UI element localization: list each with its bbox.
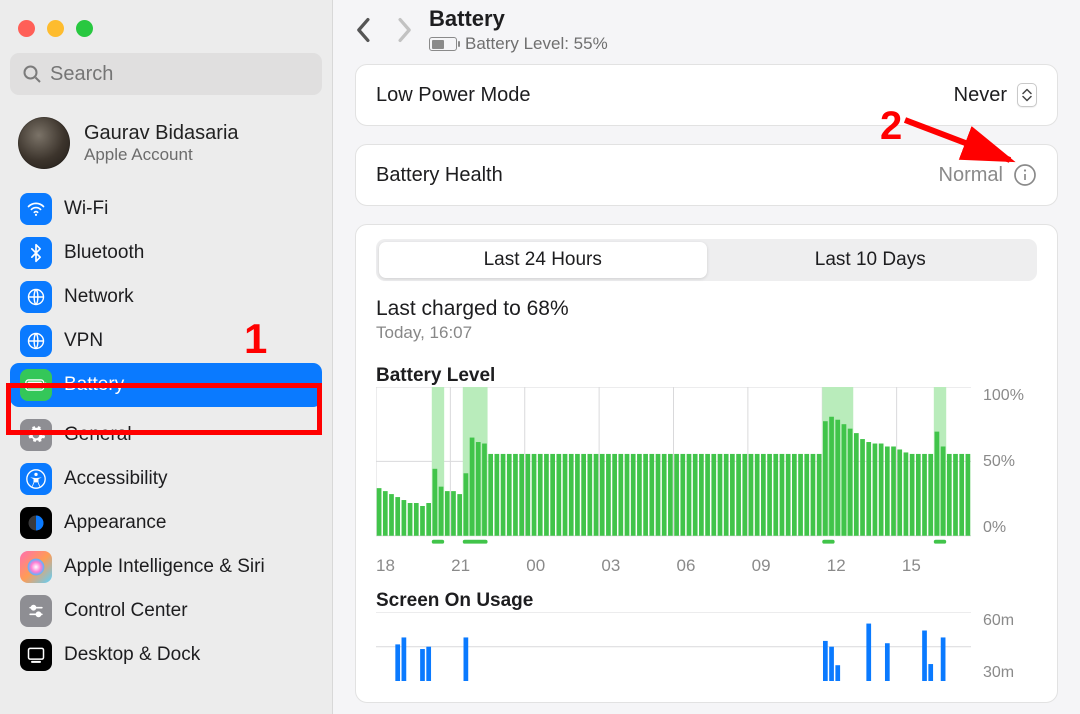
siri-icon [20, 551, 52, 583]
wifi-icon [20, 193, 52, 225]
screen-usage-y-axis: 60m30m [977, 612, 1037, 682]
sidebar-item-desktop-dock[interactable]: Desktop & Dock [10, 633, 322, 677]
sidebar-item-label: Accessibility [64, 468, 167, 490]
sidebar-item-label: General [64, 424, 132, 446]
time-range-segmented: Last 24 Hours Last 10 Days [376, 239, 1037, 281]
accessibility-icon [20, 463, 52, 495]
back-button[interactable] [355, 17, 373, 48]
close-window-button[interactable] [18, 20, 35, 37]
low-power-mode-value: Never [954, 84, 1007, 107]
battery-health-value: Normal [939, 164, 1003, 187]
profile-sub: Apple Account [84, 145, 239, 165]
gear-icon [20, 419, 52, 451]
page-title: Battery [429, 6, 608, 32]
search-box[interactable] [10, 53, 322, 95]
screen-usage-chart-title: Screen On Usage [376, 590, 1037, 612]
page-subtitle: Battery Level: 55% [429, 34, 608, 54]
forward-button[interactable] [395, 17, 413, 48]
minimize-window-button[interactable] [47, 20, 64, 37]
battery-icon [20, 369, 52, 401]
sidebar-item-network[interactable]: Network [10, 275, 322, 319]
sidebar-item-wi-fi[interactable]: Wi-Fi [10, 187, 322, 231]
sidebar-item-label: Wi-Fi [64, 198, 108, 220]
battery-health-label: Battery Health [376, 164, 503, 187]
low-power-mode-row[interactable]: Low Power Mode Never [356, 65, 1057, 125]
appearance-icon [20, 507, 52, 539]
window-controls [0, 8, 332, 53]
battery-level-x-axis: 1821000306091215 [376, 556, 1037, 576]
sidebar-item-label: Desktop & Dock [64, 644, 200, 666]
sidebar-item-label: Bluetooth [64, 242, 144, 264]
sidebar-item-label: VPN [64, 330, 103, 352]
usage-panel: Last 24 Hours Last 10 Days Last charged … [355, 224, 1058, 703]
sidebar-item-label: Control Center [64, 600, 188, 622]
sidebar-item-battery[interactable]: Battery [10, 363, 322, 407]
battery-level-chart-title: Battery Level [376, 365, 1037, 387]
profile-name: Gaurav Bidasaria [84, 122, 239, 145]
globe-icon [20, 325, 52, 357]
tab-last-24-hours[interactable]: Last 24 Hours [379, 242, 707, 278]
bluetooth-icon [20, 237, 52, 269]
sidebar-item-label: Network [64, 286, 134, 308]
last-charged-title: Last charged to 68% [376, 297, 1037, 321]
battery-health-row[interactable]: Battery Health Normal [356, 145, 1057, 205]
sidebar-item-label: Apple Intelligence & Siri [64, 556, 265, 578]
last-charged-subtitle: Today, 16:07 [376, 323, 1037, 343]
globe-icon [20, 281, 52, 313]
sidebar: Gaurav Bidasaria Apple Account Wi-Fi Blue… [0, 0, 332, 714]
tab-last-10-days[interactable]: Last 10 Days [707, 242, 1035, 278]
sidebar-item-accessibility[interactable]: Accessibility [10, 457, 322, 501]
sidebar-item-appearance[interactable]: Appearance [10, 501, 322, 545]
battery-level-y-axis: 100%50%0% [977, 387, 1037, 537]
sidebar-nav: Wi-Fi Bluetooth Network VPN Battery General Ac… [0, 187, 332, 714]
avatar [18, 117, 70, 169]
header: Battery Battery Level: 55% [333, 0, 1080, 64]
sidebar-item-bluetooth[interactable]: Bluetooth [10, 231, 322, 275]
dock-icon [20, 639, 52, 671]
sidebar-item-control-center[interactable]: Control Center [10, 589, 322, 633]
dropdown-stepper-icon[interactable] [1017, 83, 1037, 107]
maximize-window-button[interactable] [76, 20, 93, 37]
battery-icon [429, 37, 457, 51]
sidebar-item-label: Appearance [64, 512, 166, 534]
profile-row[interactable]: Gaurav Bidasaria Apple Account [0, 105, 332, 187]
low-power-mode-label: Low Power Mode [376, 84, 531, 107]
sidebar-item-apple-intelligence-siri[interactable]: Apple Intelligence & Siri [10, 545, 322, 589]
search-input[interactable] [50, 63, 310, 86]
main-content: Battery Battery Level: 55% Low Power Mod… [332, 0, 1080, 714]
sidebar-item-label: Battery [64, 374, 124, 396]
switches-icon [20, 595, 52, 627]
screen-usage-chart [376, 612, 971, 682]
search-icon [22, 64, 42, 84]
sidebar-item-vpn[interactable]: VPN [10, 319, 322, 363]
sidebar-item-general[interactable]: General [10, 413, 322, 457]
battery-level-chart [376, 387, 971, 546]
info-icon[interactable] [1013, 163, 1037, 187]
